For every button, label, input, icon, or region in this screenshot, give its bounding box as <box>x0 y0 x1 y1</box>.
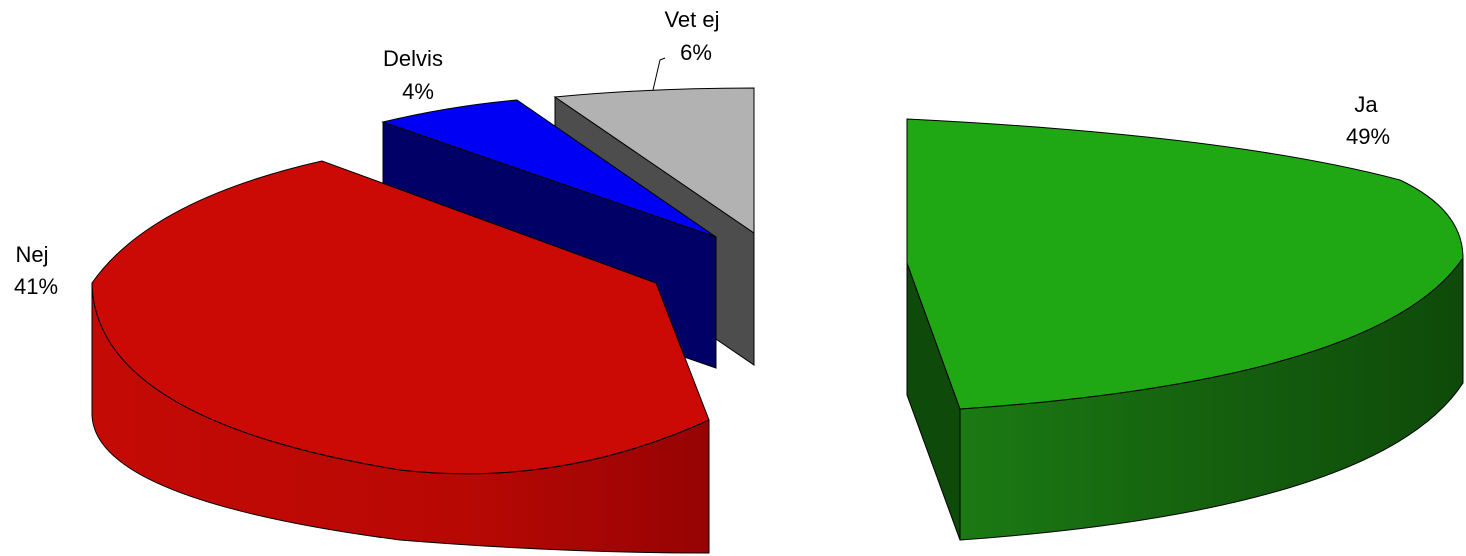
label-vet-ej-value: 6% <box>680 40 712 65</box>
slice-delvis-top <box>381 99 717 238</box>
slice-ja-top <box>906 118 1464 410</box>
slice-nej <box>91 160 710 554</box>
slice-vet-ej-top <box>553 87 755 234</box>
slice-ja <box>906 118 1464 541</box>
label-nej-value: 41% <box>14 274 58 299</box>
label-vet-ej-name: Vet ej <box>664 7 719 32</box>
label-ja-name: Ja <box>1354 92 1378 117</box>
label-ja-value: 49% <box>1346 124 1390 149</box>
label-delvis-name: Delvis <box>383 46 443 71</box>
label-nej-name: Nej <box>15 242 48 267</box>
slice-nej-top <box>91 160 710 475</box>
label-delvis-value: 4% <box>402 79 434 104</box>
vet-ej-leader-line <box>652 57 666 91</box>
